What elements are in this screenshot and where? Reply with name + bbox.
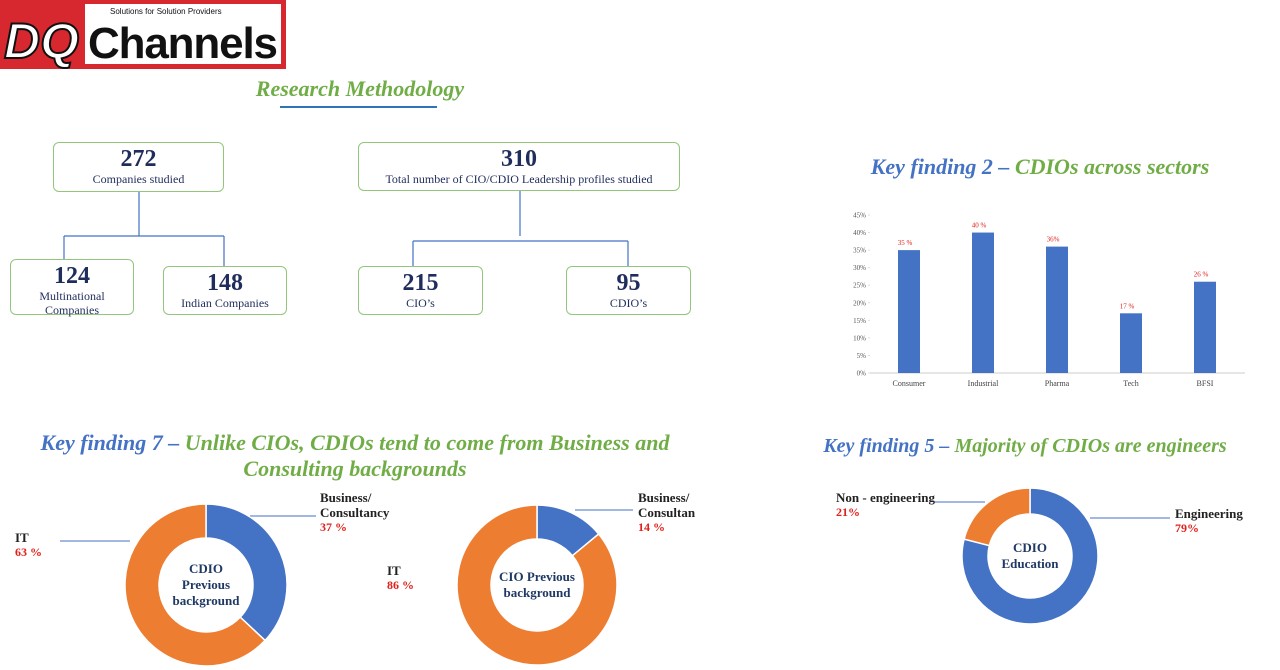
- x-tick-label: Tech: [1123, 379, 1138, 388]
- value-label: 40 %: [972, 222, 987, 230]
- methodology-title: Research Methodology: [255, 76, 465, 101]
- donut-segment: [963, 487, 1031, 547]
- donut-segment: [456, 504, 618, 666]
- y-tick-label: 35%: [853, 247, 866, 255]
- method-number: 215: [402, 270, 439, 296]
- logo-right: Channels: [88, 19, 278, 68]
- method-box: 148 Indian Companies: [163, 266, 287, 315]
- value-label: 26 %: [1194, 271, 1209, 279]
- x-tick-label: Pharma: [1045, 379, 1070, 388]
- logo-left: DQ: [4, 13, 79, 69]
- chart-title: Key finding 5 – Majority of CDIOs are en…: [790, 435, 1260, 458]
- y-tick-label: 30%: [853, 264, 866, 272]
- method-label: Indian Companies: [181, 296, 269, 310]
- x-tick-label: BFSI: [1197, 379, 1214, 388]
- leader-lines: [60, 501, 1170, 542]
- bar: [972, 232, 994, 373]
- y-tick-label: 10%: [853, 334, 866, 342]
- title-key: Key finding 5 –: [823, 435, 950, 457]
- y-tick-label: 45%: [853, 212, 866, 220]
- slice-name: Non - engineering: [836, 490, 935, 505]
- method-box: 272 Companies studied: [53, 142, 224, 192]
- donut-center-label: CDIO Previous background: [172, 561, 240, 608]
- logo-box: [85, 4, 281, 64]
- slice-value: 14 %: [638, 520, 665, 534]
- slice-value: 79%: [1175, 521, 1199, 535]
- slice-label: IT 86 %: [387, 563, 447, 593]
- slice-value: 63 %: [15, 545, 42, 559]
- slice-name: Business/ Consultan: [638, 490, 696, 520]
- slice-label: Non - engineering 21%: [836, 490, 956, 520]
- slice-value: 37 %: [320, 520, 347, 534]
- donut-segment: [961, 487, 1099, 625]
- donut-center-label: CDIO Education: [1001, 540, 1059, 571]
- logo-tagline: Solutions for Solution Providers: [110, 7, 222, 16]
- title-key: Key finding 2 –: [870, 154, 1010, 179]
- chart-title: Key finding 2 – CDIOs across sectors: [820, 154, 1260, 180]
- title-text: Majority of CDIOs are engineers: [954, 435, 1227, 457]
- y-tick-label: 40%: [853, 229, 866, 237]
- method-box: 95 CDIO’s: [566, 266, 691, 315]
- bar: [898, 250, 920, 373]
- method-label: Companies studied: [92, 172, 185, 186]
- method-label: CIO’s: [406, 296, 435, 310]
- connectors: [63, 191, 629, 266]
- method-number: 95: [616, 270, 641, 296]
- method-box: 124 Multinational Companies: [10, 259, 134, 317]
- y-tick-label: 5%: [857, 352, 867, 360]
- y-tick-label: 25%: [853, 282, 866, 290]
- slice-name: Engineering: [1175, 506, 1243, 521]
- title-text: CDIOs across sectors: [1014, 154, 1210, 179]
- donut-segment: [205, 503, 288, 642]
- value-label: 35 %: [898, 239, 913, 247]
- method-box: 310 Total number of CIO/CDIO Leadership p…: [358, 142, 680, 191]
- donut-segment: [124, 503, 267, 667]
- slice-name: Business/ Consultancy: [320, 490, 390, 520]
- slice-value: 86 %: [387, 578, 414, 592]
- bar: [1046, 246, 1068, 373]
- y-tick-label: 15%: [853, 317, 866, 325]
- method-label: Total number of CIO/CDIO Leadership prof…: [385, 172, 653, 186]
- donut-center-label: CIO Previous background: [499, 569, 575, 600]
- value-label: 17 %: [1120, 302, 1135, 310]
- method-label: Multinational Companies: [39, 289, 105, 317]
- value-label: 36%: [1047, 236, 1060, 244]
- slice-name: IT: [387, 563, 401, 578]
- chart-title: Key finding 7 – Unlike CIOs, CDIOs tend …: [40, 430, 670, 482]
- y-tick-label: 0%: [857, 370, 867, 378]
- slice-name: IT: [15, 530, 29, 545]
- slice-label: IT 63 %: [15, 530, 75, 560]
- title-key: Key finding 7 –: [40, 430, 180, 455]
- x-tick-label: Industrial: [968, 379, 999, 388]
- method-number: 272: [120, 146, 157, 172]
- slice-label: Business/ Consultancy 37 %: [320, 490, 410, 535]
- bar: [1120, 313, 1142, 373]
- method-label: CDIO’s: [609, 296, 648, 310]
- title-text: Unlike CIOs, CDIOs tend to come from Bus…: [184, 430, 670, 481]
- bar: [1194, 281, 1216, 373]
- x-tick-label: Consumer: [893, 379, 926, 388]
- slice-value: 21%: [836, 505, 860, 519]
- method-number: 310: [501, 146, 537, 172]
- method-number: 124: [54, 263, 90, 289]
- method-number: 148: [207, 270, 243, 296]
- method-box: 215 CIO’s: [358, 266, 483, 315]
- slice-label: Business/ Consultan 14 %: [638, 490, 718, 535]
- y-tick-label: 20%: [853, 299, 866, 307]
- slice-label: Engineering 79%: [1175, 506, 1265, 536]
